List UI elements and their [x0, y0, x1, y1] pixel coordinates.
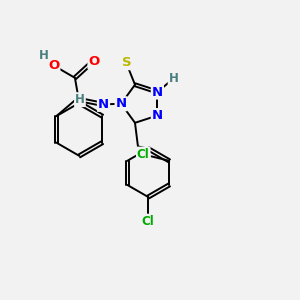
Text: O: O [48, 59, 59, 72]
Text: H: H [169, 72, 178, 85]
Text: N: N [152, 109, 163, 122]
Text: O: O [88, 55, 100, 68]
Text: N: N [116, 97, 127, 110]
Text: H: H [38, 49, 48, 62]
Text: Cl: Cl [137, 148, 150, 160]
Text: H: H [75, 93, 85, 106]
Text: N: N [98, 98, 109, 111]
Text: S: S [122, 56, 132, 69]
Text: Cl: Cl [142, 215, 155, 228]
Text: N: N [152, 85, 163, 98]
